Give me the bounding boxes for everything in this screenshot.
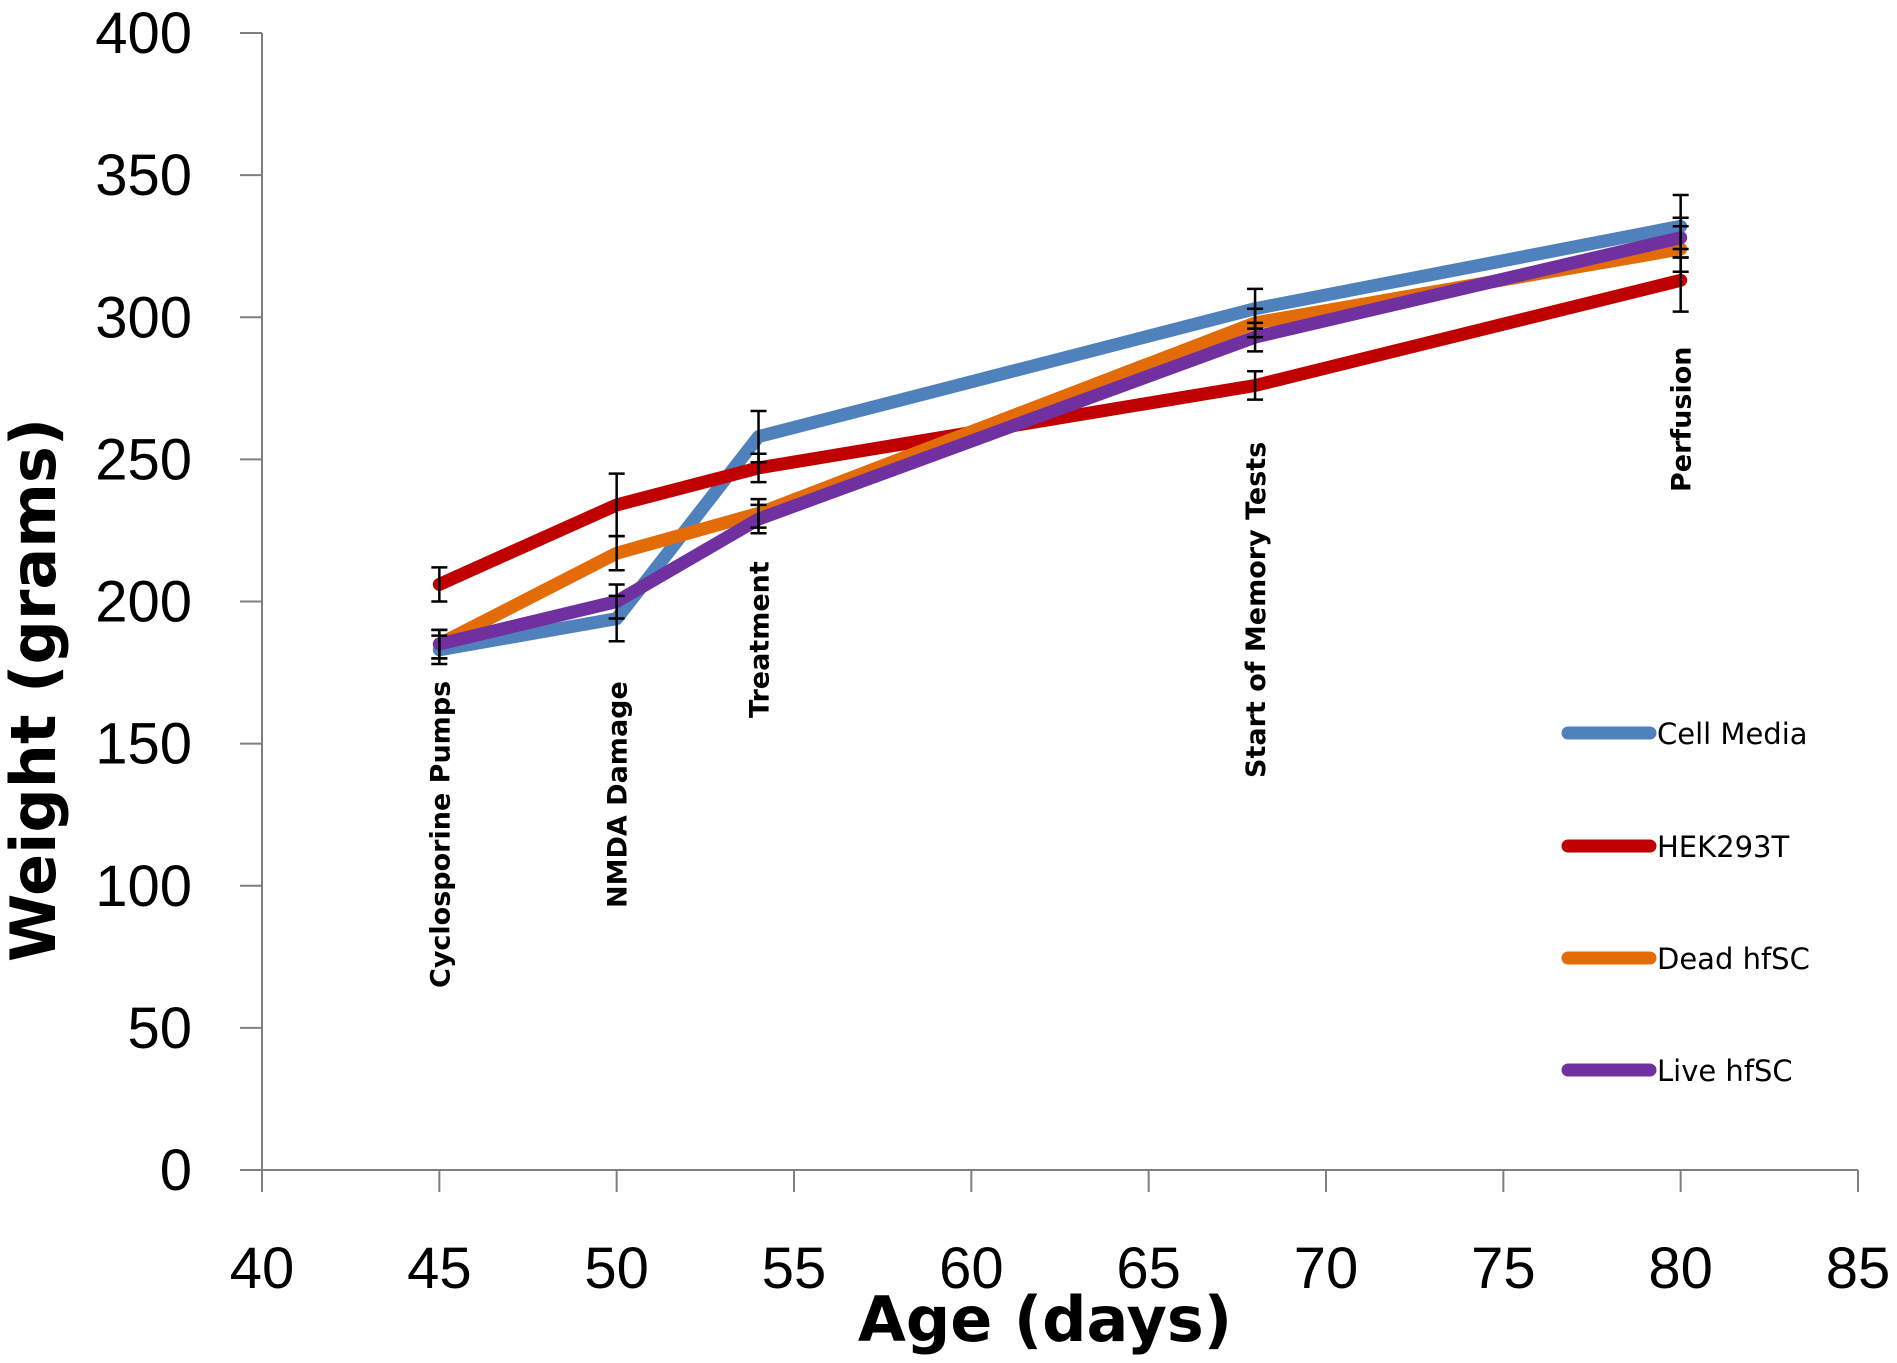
event-label: Start of Memory Tests	[1241, 442, 1272, 778]
y-tick-label: 400	[95, 1, 192, 66]
series-lines	[432, 219, 1688, 657]
legend-label: Live hfSC	[1657, 1054, 1793, 1088]
y-tick-label: 250	[95, 427, 192, 492]
x-tick-label: 85	[1826, 1236, 1891, 1301]
x-tick-label: 65	[1116, 1236, 1181, 1301]
y-tick-label: 150	[95, 712, 192, 777]
x-axis-title: Age (days)	[858, 1283, 1232, 1356]
legend: Cell Media HEK293T Dead hfSC Live hfSC	[1561, 717, 1810, 1088]
x-tick-label: 50	[584, 1236, 649, 1301]
series-line-cell-media	[432, 219, 1688, 657]
y-tick-label: 0	[160, 1138, 192, 1203]
legend-label: Dead hfSC	[1657, 942, 1810, 976]
event-annotations: Cyclosporine Pumps NMDA Damage Treatment St…	[425, 347, 1697, 988]
legend-label: Cell Media	[1657, 717, 1808, 751]
y-tick-label: 350	[95, 143, 192, 208]
series-line-dead-hfsc	[432, 242, 1688, 651]
x-tick-label: 40	[230, 1236, 295, 1301]
legend-label: HEK293T	[1657, 830, 1789, 864]
axes	[261, 33, 1858, 1171]
x-tick-label: 45	[407, 1236, 472, 1301]
event-label: Perfusion	[1667, 347, 1698, 492]
series-line-live-hfsc	[432, 231, 1688, 651]
y-tick-label: 300	[95, 285, 192, 350]
ticks: 0 50 100 150 200 250 300 350 400 40 45 50 55 60 65 70 75…	[95, 1, 1890, 1301]
event-label: Cyclosporine Pumps	[425, 681, 456, 988]
series-line-hek293t	[432, 273, 1688, 591]
x-tick-label: 70	[1294, 1236, 1359, 1301]
error-bars	[431, 193, 1689, 666]
y-tick-label: 100	[95, 854, 192, 919]
x-tick-label: 55	[762, 1236, 827, 1301]
x-tick-label: 75	[1471, 1236, 1536, 1301]
event-label: Treatment	[745, 561, 776, 718]
y-axis-title: Weight (grams)	[0, 418, 70, 962]
x-tick-label: 80	[1648, 1236, 1713, 1301]
y-tick-label: 50	[127, 996, 192, 1061]
x-tick-label: 60	[939, 1236, 1004, 1301]
event-label: NMDA Damage	[603, 681, 634, 908]
y-tick-label: 200	[95, 570, 192, 635]
